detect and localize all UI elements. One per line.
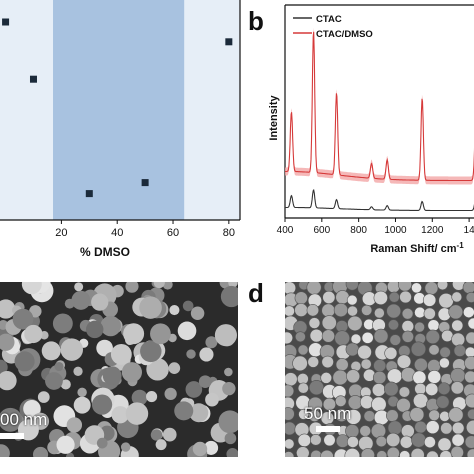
plot-b-xlabel: Raman Shift/ cm-1 bbox=[370, 241, 464, 255]
plot-a-dmso-band bbox=[53, 0, 185, 220]
panel-d-sem-image: 50 nm bbox=[285, 282, 474, 457]
chart-a-svg: 20 40 60 80 % DMSO bbox=[0, 0, 241, 259]
panel-a: 20 40 60 80 % DMSO bbox=[0, 0, 250, 270]
panel-c-scale-bar bbox=[0, 433, 24, 439]
panel-d-label: d bbox=[248, 278, 264, 308]
panel-b-label: b bbox=[248, 6, 264, 36]
panel-b: 400 600 800 1000 1200 14 CTAC CTAC/DMSO Inten… bbox=[255, 0, 474, 270]
ctac-spectrum bbox=[285, 188, 474, 212]
plot-a-point bbox=[225, 38, 233, 46]
sem-d-particles bbox=[285, 282, 474, 457]
panel-c-sem-image: 00 nm bbox=[0, 282, 238, 457]
legend-ctac-label: CTAC bbox=[316, 14, 342, 25]
plot-a-point bbox=[29, 75, 37, 83]
ctac-dmso-spectrum bbox=[285, 31, 474, 182]
plot-a-point bbox=[141, 179, 149, 187]
panel-d-scale-label: 50 nm bbox=[304, 404, 352, 423]
plot-b-tick-label: 1200 bbox=[421, 225, 444, 236]
plot-b-tick-label: 400 bbox=[277, 225, 294, 236]
plot-a-point bbox=[85, 190, 93, 198]
legend-ctac-dmso-label: CTAC/DMSO bbox=[316, 29, 373, 40]
plot-a-point bbox=[2, 18, 10, 26]
ctac-dmso-error-band bbox=[285, 27, 474, 185]
plot-a-tick-label: 20 bbox=[55, 227, 67, 239]
plot-a-tick-label: 80 bbox=[223, 227, 235, 239]
panel-d-scale-bar bbox=[316, 426, 340, 432]
plot-b-tick-label: 600 bbox=[313, 225, 330, 236]
plot-a-tick-label: 40 bbox=[111, 227, 123, 239]
panel-c-scale-label: 00 nm bbox=[0, 410, 48, 429]
plot-a-tick-label: 60 bbox=[167, 227, 179, 239]
plot-b-xlabel-sup: -1 bbox=[457, 241, 465, 250]
plot-a-xlabel: % DMSO bbox=[80, 245, 130, 259]
plot-b-tick-label: 14 bbox=[464, 225, 474, 236]
plot-b-xlabel-main: Raman Shift/ cm bbox=[370, 243, 456, 255]
sem-c-particles bbox=[0, 282, 238, 457]
chart-b-svg: 400 600 800 1000 1200 14 CTAC CTAC/DMSO Inten… bbox=[268, 4, 474, 255]
plot-b-tick-label: 1000 bbox=[384, 225, 407, 236]
plot-b-tick-label: 800 bbox=[350, 225, 367, 236]
plot-b-ylabel: Intensity bbox=[268, 95, 280, 141]
